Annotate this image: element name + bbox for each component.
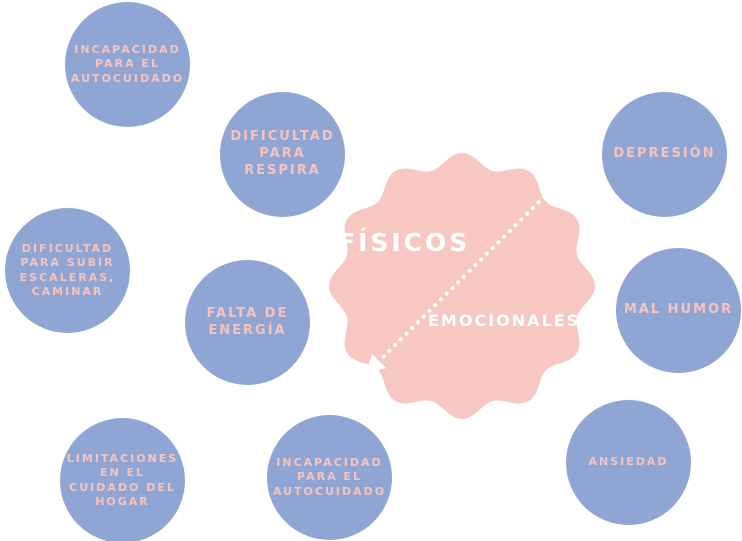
center-label-fisicos: FÍSICOS [338, 228, 471, 257]
node-label: MAL HUMOR [623, 302, 734, 318]
node-label: DEPRESIÓN [613, 146, 716, 162]
node-label: DIFICULTAD PARA SUBIR ESCALERAS, CAMINAR [19, 241, 116, 298]
double-arrow [364, 180, 561, 376]
node-label: LIMITACIONES EN EL CUIDADO DEL HOGAR [66, 451, 179, 508]
node-label: INCAPACIDAD PARA EL AUTOCUIDADO [272, 456, 387, 498]
node-incapacidad-autocuidado-bottom: INCAPACIDAD PARA EL AUTOCUIDADO [267, 415, 392, 540]
node-label: DIFICULTAD PARA RESPIRA [230, 129, 335, 178]
center-badge-shape [329, 153, 595, 419]
node-incapacidad-autocuidado-top: INCAPACIDAD PARA EL AUTOCUIDADO [65, 2, 190, 127]
node-limitaciones-hogar: LIMITACIONES EN EL CUIDADO DEL HOGAR [60, 418, 185, 541]
node-falta-energia: FALTA DE ENERGÍA [185, 260, 310, 385]
node-dificultad-respirar: DIFICULTAD PARA RESPIRA [220, 92, 345, 217]
node-dificultad-escaleras: DIFICULTAD PARA SUBIR ESCALERAS, CAMINAR [5, 208, 130, 333]
node-label: INCAPACIDAD PARA EL AUTOCUIDADO [70, 43, 185, 85]
node-depresion: DEPRESIÓN [602, 92, 727, 217]
node-label: ANSIEDAD [588, 455, 669, 469]
center-label-emocionales: EMOCIONALES [428, 311, 581, 330]
node-ansiedad: ANSIEDAD [566, 400, 691, 525]
node-mal-humor: MAL HUMOR [616, 248, 741, 373]
node-label: FALTA DE ENERGÍA [206, 305, 289, 338]
